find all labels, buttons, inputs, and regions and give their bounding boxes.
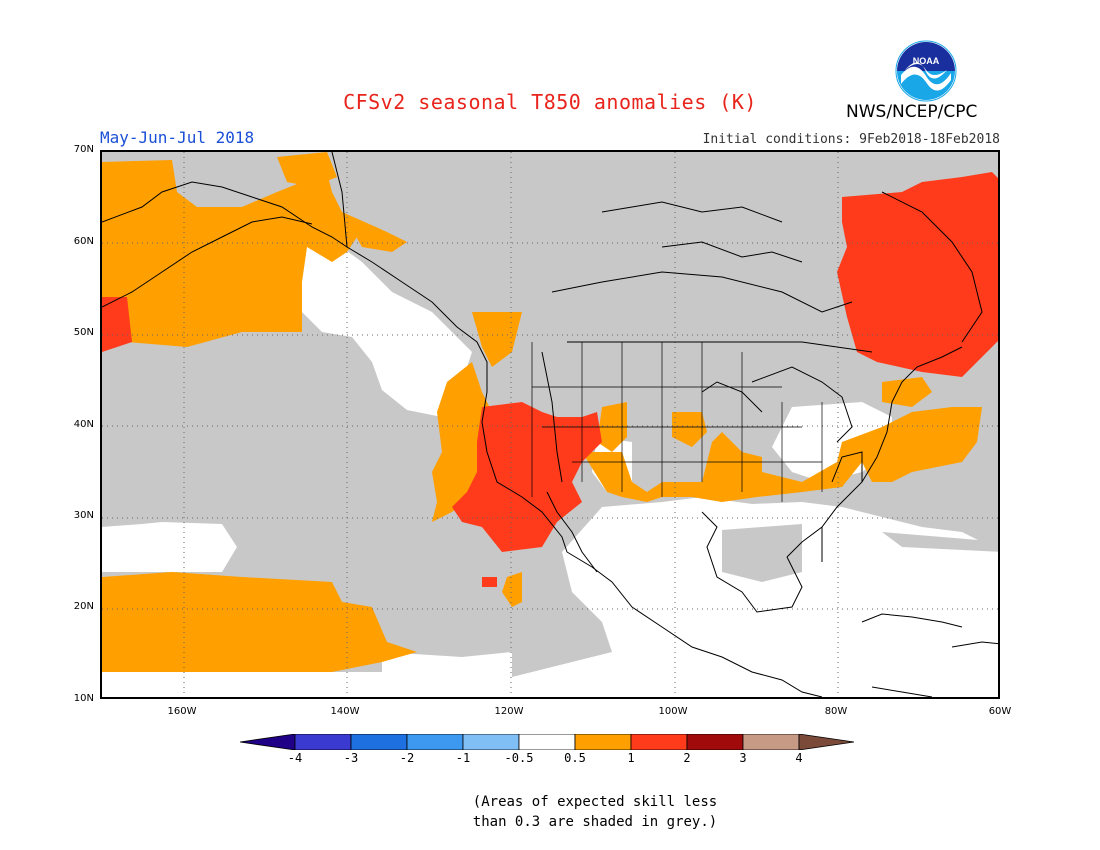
initial-conditions-label: Initial conditions: 9Feb2018-18Feb2018	[702, 132, 1000, 147]
chart-title: CFSv2 seasonal T850 anomalies (K)	[343, 90, 757, 114]
lat-label: 70N	[73, 144, 94, 155]
colorbar-tick-label: 0.5	[564, 751, 586, 765]
colorbar-swatch	[518, 734, 576, 750]
colorbar-swatch	[294, 734, 352, 750]
colorbar-tick-label: -1	[455, 751, 471, 765]
lat-label: 50N	[73, 327, 94, 338]
white-near-normal-regions	[102, 240, 998, 697]
lat-label: 20N	[73, 601, 94, 612]
map-canvas	[102, 152, 998, 697]
orange-anomaly-regions	[102, 152, 982, 672]
colorbar-tick-label: -0.5	[504, 751, 534, 765]
skill-note-line-1: (Areas of expected skill less	[472, 794, 718, 810]
lat-label: 30N	[73, 510, 94, 521]
red-anomaly-regions	[102, 172, 998, 587]
colorbar-arrow-low	[240, 734, 296, 750]
noaa-logo: NOAA	[895, 40, 957, 102]
lon-label: 60W	[988, 706, 1012, 717]
colorbar-arrow-high	[798, 734, 855, 750]
colorbar-swatch	[406, 734, 464, 750]
colorbar-swatch	[462, 734, 520, 750]
season-label: May-Jun-Jul 2018	[100, 128, 255, 147]
color-legend-bar	[240, 734, 855, 750]
colorbar-tick-label: 2	[683, 751, 691, 765]
colorbar-tick-label: 1	[627, 751, 635, 765]
colorbar-swatch	[350, 734, 408, 750]
anomaly-map	[100, 150, 1000, 699]
colorbar-tick-label: -4	[287, 751, 303, 765]
skill-note: (Areas of expected skill less than 0.3 a…	[440, 792, 750, 832]
lon-label: 80W	[824, 706, 848, 717]
lon-label: 160W	[167, 706, 197, 717]
lon-label: 120W	[494, 706, 524, 717]
state-borders	[531, 342, 823, 502]
lat-label: 10N	[73, 693, 94, 704]
colorbar-tick-label: 3	[739, 751, 747, 765]
graticule	[102, 152, 998, 697]
colorbar-swatch	[742, 734, 800, 750]
skill-note-line-2: than 0.3 are shaded in grey.)	[472, 814, 718, 830]
colorbar-tick-label: -2	[399, 751, 415, 765]
coastlines	[102, 152, 998, 697]
colorbar-swatch	[630, 734, 688, 750]
colorbar-swatch	[686, 734, 744, 750]
lon-label: 140W	[330, 706, 360, 717]
lat-label: 40N	[73, 419, 94, 430]
agency-label: NWS/NCEP/CPC	[846, 102, 978, 122]
lat-label: 60N	[73, 236, 94, 247]
colorbar-swatch	[574, 734, 632, 750]
logo-text: NOAA	[913, 56, 940, 66]
lon-label: 100W	[658, 706, 688, 717]
colorbar-tick-label: 4	[795, 751, 803, 765]
colorbar-tick-label: -3	[343, 751, 359, 765]
